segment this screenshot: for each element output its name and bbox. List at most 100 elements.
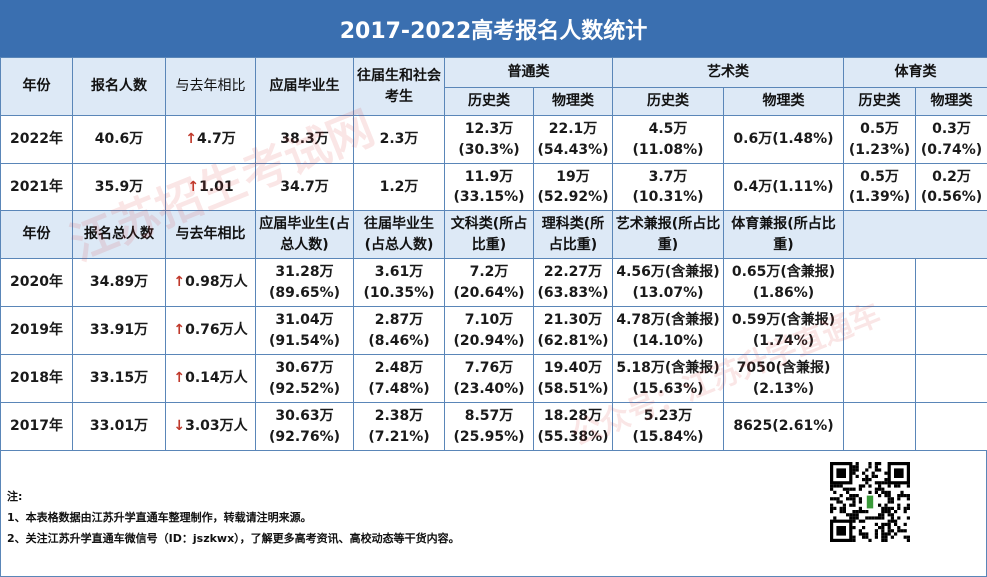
header-prior: 往届生和社会考生: [353, 57, 445, 116]
cell-science: 19.40万(58.51%): [533, 354, 613, 403]
cell-art: 5.18万(含兼报)(15.63%): [612, 354, 724, 403]
cell-e1: [843, 402, 916, 451]
table-row: 2022年 40.6万 ↑4.7万 38.3万 2.3万 12.3万(30.3%) 22.1…: [0, 115, 987, 164]
cell-prior: 1.2万: [353, 163, 445, 211]
cell-change: ↓3.03万人: [165, 402, 256, 451]
cell-e1: [843, 258, 916, 307]
cell-arts: 7.2万(20.64%): [444, 258, 534, 307]
change-value: 1.01: [199, 178, 234, 195]
cell-total: 40.6万: [72, 115, 166, 164]
arrow-icon: ↓: [173, 418, 186, 435]
header-art: 艺术兼报(所占比重): [612, 210, 724, 259]
cell-science: 22.27万(63.83%): [533, 258, 613, 307]
cell-a_hist: 4.5万(11.08%): [612, 115, 724, 164]
cell-art: 4.56万(含兼报)(13.07%): [612, 258, 724, 307]
cell-g_hist: 11.9万(33.15%): [444, 163, 534, 211]
registration-table: 年份 报名人数 与去年相比 应届毕业生 往届生和社会考生 普通类 艺术类 体育类…: [0, 57, 987, 451]
cell-year: 2019年: [0, 306, 73, 355]
cell-fresh: 30.67万(92.52%): [255, 354, 354, 403]
cell-e2: [915, 258, 987, 307]
cell-sport: 0.65万(含兼报)(1.86%): [723, 258, 844, 307]
cell-change: ↑0.14万人: [165, 354, 256, 403]
header-prior: 往届毕业生(占总人数): [353, 210, 445, 259]
note-2: 2、关注江苏升学直通车微信号（ID：jszkwx），了解更多高考资讯、高校动态等…: [7, 532, 460, 545]
cell-prior: 2.48万(7.48%): [353, 354, 445, 403]
cell-year: 2017年: [0, 402, 73, 451]
cell-arts: 7.76万(23.40%): [444, 354, 534, 403]
cell-science: 18.28万(55.38%): [533, 402, 613, 451]
header-general: 普通类: [444, 57, 613, 88]
cell-fresh: 34.7万: [255, 163, 354, 211]
cell-art: 5.23万(15.84%): [612, 402, 724, 451]
cell-year: 2022年: [0, 115, 73, 164]
cell-fresh: 38.3万: [255, 115, 354, 164]
table-row: 2017年 33.01万 ↓3.03万人 30.63万(92.76%) 2.38万(7.…: [0, 402, 987, 451]
header-history: 历史类: [444, 87, 534, 116]
arrow-icon: ↑: [173, 322, 186, 339]
cell-e1: [843, 354, 916, 403]
cell-sport: 0.59万(含兼报)(1.74%): [723, 306, 844, 355]
cell-e1: [843, 306, 916, 355]
cell-s_hist: 0.5万(1.23%): [843, 115, 916, 164]
cell-e2: [915, 354, 987, 403]
header-history: 历史类: [612, 87, 724, 116]
qr-code: [830, 462, 910, 542]
arrow-icon: ↑: [187, 178, 200, 195]
cell-sport: 7050(含兼报)(2.13%): [723, 354, 844, 403]
cell-a_hist: 3.7万(10.31%): [612, 163, 724, 211]
cell-change: ↑0.76万人: [165, 306, 256, 355]
cell-prior: 2.87万(8.46%): [353, 306, 445, 355]
arrow-icon: ↑: [173, 274, 186, 291]
header-total: 报名人数: [72, 57, 166, 116]
header-history: 历史类: [843, 87, 916, 116]
cell-g_phys: 22.1万(54.43%): [533, 115, 613, 164]
header-year: 年份: [0, 57, 73, 116]
header-arts: 文科类(所占比重): [444, 210, 534, 259]
table-title: 2017-2022高考报名人数统计: [0, 0, 987, 57]
cell-g_phys: 19万(52.92%): [533, 163, 613, 211]
cell-fresh: 30.63万(92.76%): [255, 402, 354, 451]
change-value: 0.98万人: [185, 274, 248, 291]
header-fresh: 应届毕业生(占总人数): [255, 210, 354, 259]
header-physics: 物理类: [533, 87, 613, 116]
cell-total: 35.9万: [72, 163, 166, 211]
cell-total: 33.15万: [72, 354, 166, 403]
cell-prior: 3.61万(10.35%): [353, 258, 445, 307]
change-value: 0.14万人: [185, 370, 248, 387]
cell-g_hist: 12.3万(30.3%): [444, 115, 534, 164]
cell-art: 4.78万(含兼报)(14.10%): [612, 306, 724, 355]
cell-a_phys: 0.4万(1.11%): [723, 163, 844, 211]
notes-label: 注:: [7, 490, 23, 503]
table-row: 2020年 34.89万 ↑0.98万人 31.28万(89.65%) 3.61万(10…: [0, 258, 987, 307]
cell-total: 33.01万: [72, 402, 166, 451]
cell-year: 2020年: [0, 258, 73, 307]
cell-arts: 8.57万(25.95%): [444, 402, 534, 451]
cell-prior: 2.38万(7.21%): [353, 402, 445, 451]
change-value: 4.7万: [196, 131, 236, 148]
header-physics: 物理类: [915, 87, 987, 116]
cell-science: 21.30万(62.81%): [533, 306, 613, 355]
cell-s_hist: 0.5万(1.39%): [843, 163, 916, 211]
cell-arts: 7.10万(20.94%): [444, 306, 534, 355]
cell-s_phys: 0.2万(0.56%): [915, 163, 987, 211]
cell-a_phys: 0.6万(1.48%): [723, 115, 844, 164]
note-1: 1、本表格数据由江苏升学直通车整理制作，转载请注明来源。: [7, 511, 312, 524]
cell-change: ↑1.01: [165, 163, 256, 211]
cell-change: ↑4.7万: [165, 115, 256, 164]
cell-change: ↑0.98万人: [165, 258, 256, 307]
header-year: 年份: [0, 210, 73, 259]
cell-prior: 2.3万: [353, 115, 445, 164]
header-total: 报名总人数: [72, 210, 166, 259]
cell-fresh: 31.28万(89.65%): [255, 258, 354, 307]
header-science: 理科类(所占比重): [533, 210, 613, 259]
cell-e2: [915, 306, 987, 355]
arrow-icon: ↑: [185, 131, 197, 148]
cell-total: 34.89万: [72, 258, 166, 307]
cell-e2: [915, 402, 987, 451]
header-empty: [843, 210, 987, 259]
cell-fresh: 31.04万(91.54%): [255, 306, 354, 355]
header-sport: 体育类: [843, 57, 987, 88]
change-value: 3.03万人: [185, 418, 248, 435]
header-physics: 物理类: [723, 87, 844, 116]
header-change: 与去年相比: [165, 57, 256, 116]
